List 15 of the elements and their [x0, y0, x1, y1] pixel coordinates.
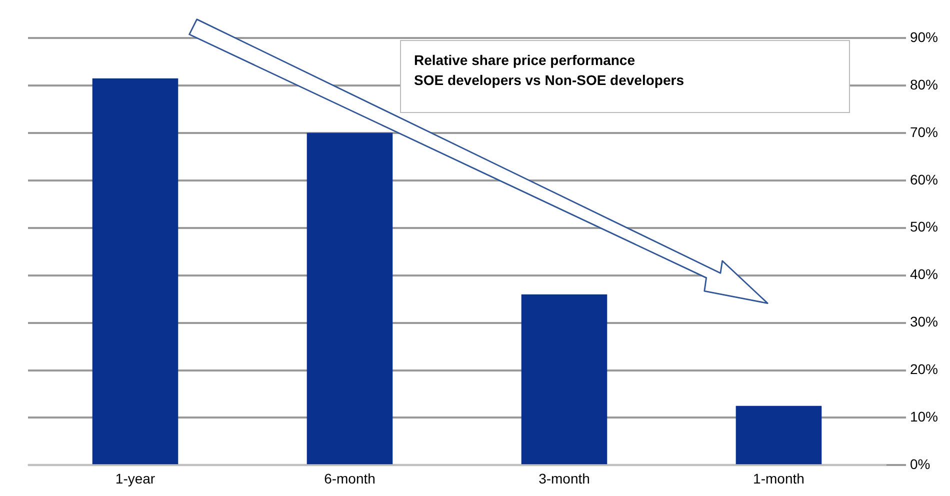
x-tick-label: 1-year	[115, 470, 156, 486]
y-tick-label: 80%	[910, 76, 938, 92]
y-tick-label: 20%	[910, 361, 938, 378]
y-tick-label: 0%	[910, 456, 930, 472]
y-tick-label: 40%	[910, 266, 938, 282]
y-tick-label: 30%	[910, 314, 938, 330]
y-tick-label: 60%	[910, 171, 938, 188]
y-tick-label: 90%	[910, 28, 938, 45]
y-tick-label: 10%	[910, 408, 938, 425]
x-tick-label: 1-month	[753, 470, 804, 486]
x-tick-label: 6-month	[324, 470, 376, 486]
y-tick-label: 50%	[910, 218, 938, 235]
note-box: Relative share price performance SOE developers vs Non-SOE developers	[400, 40, 850, 113]
y-tick-label: 70%	[910, 124, 938, 140]
x-tick-label: 3-month	[538, 470, 590, 486]
